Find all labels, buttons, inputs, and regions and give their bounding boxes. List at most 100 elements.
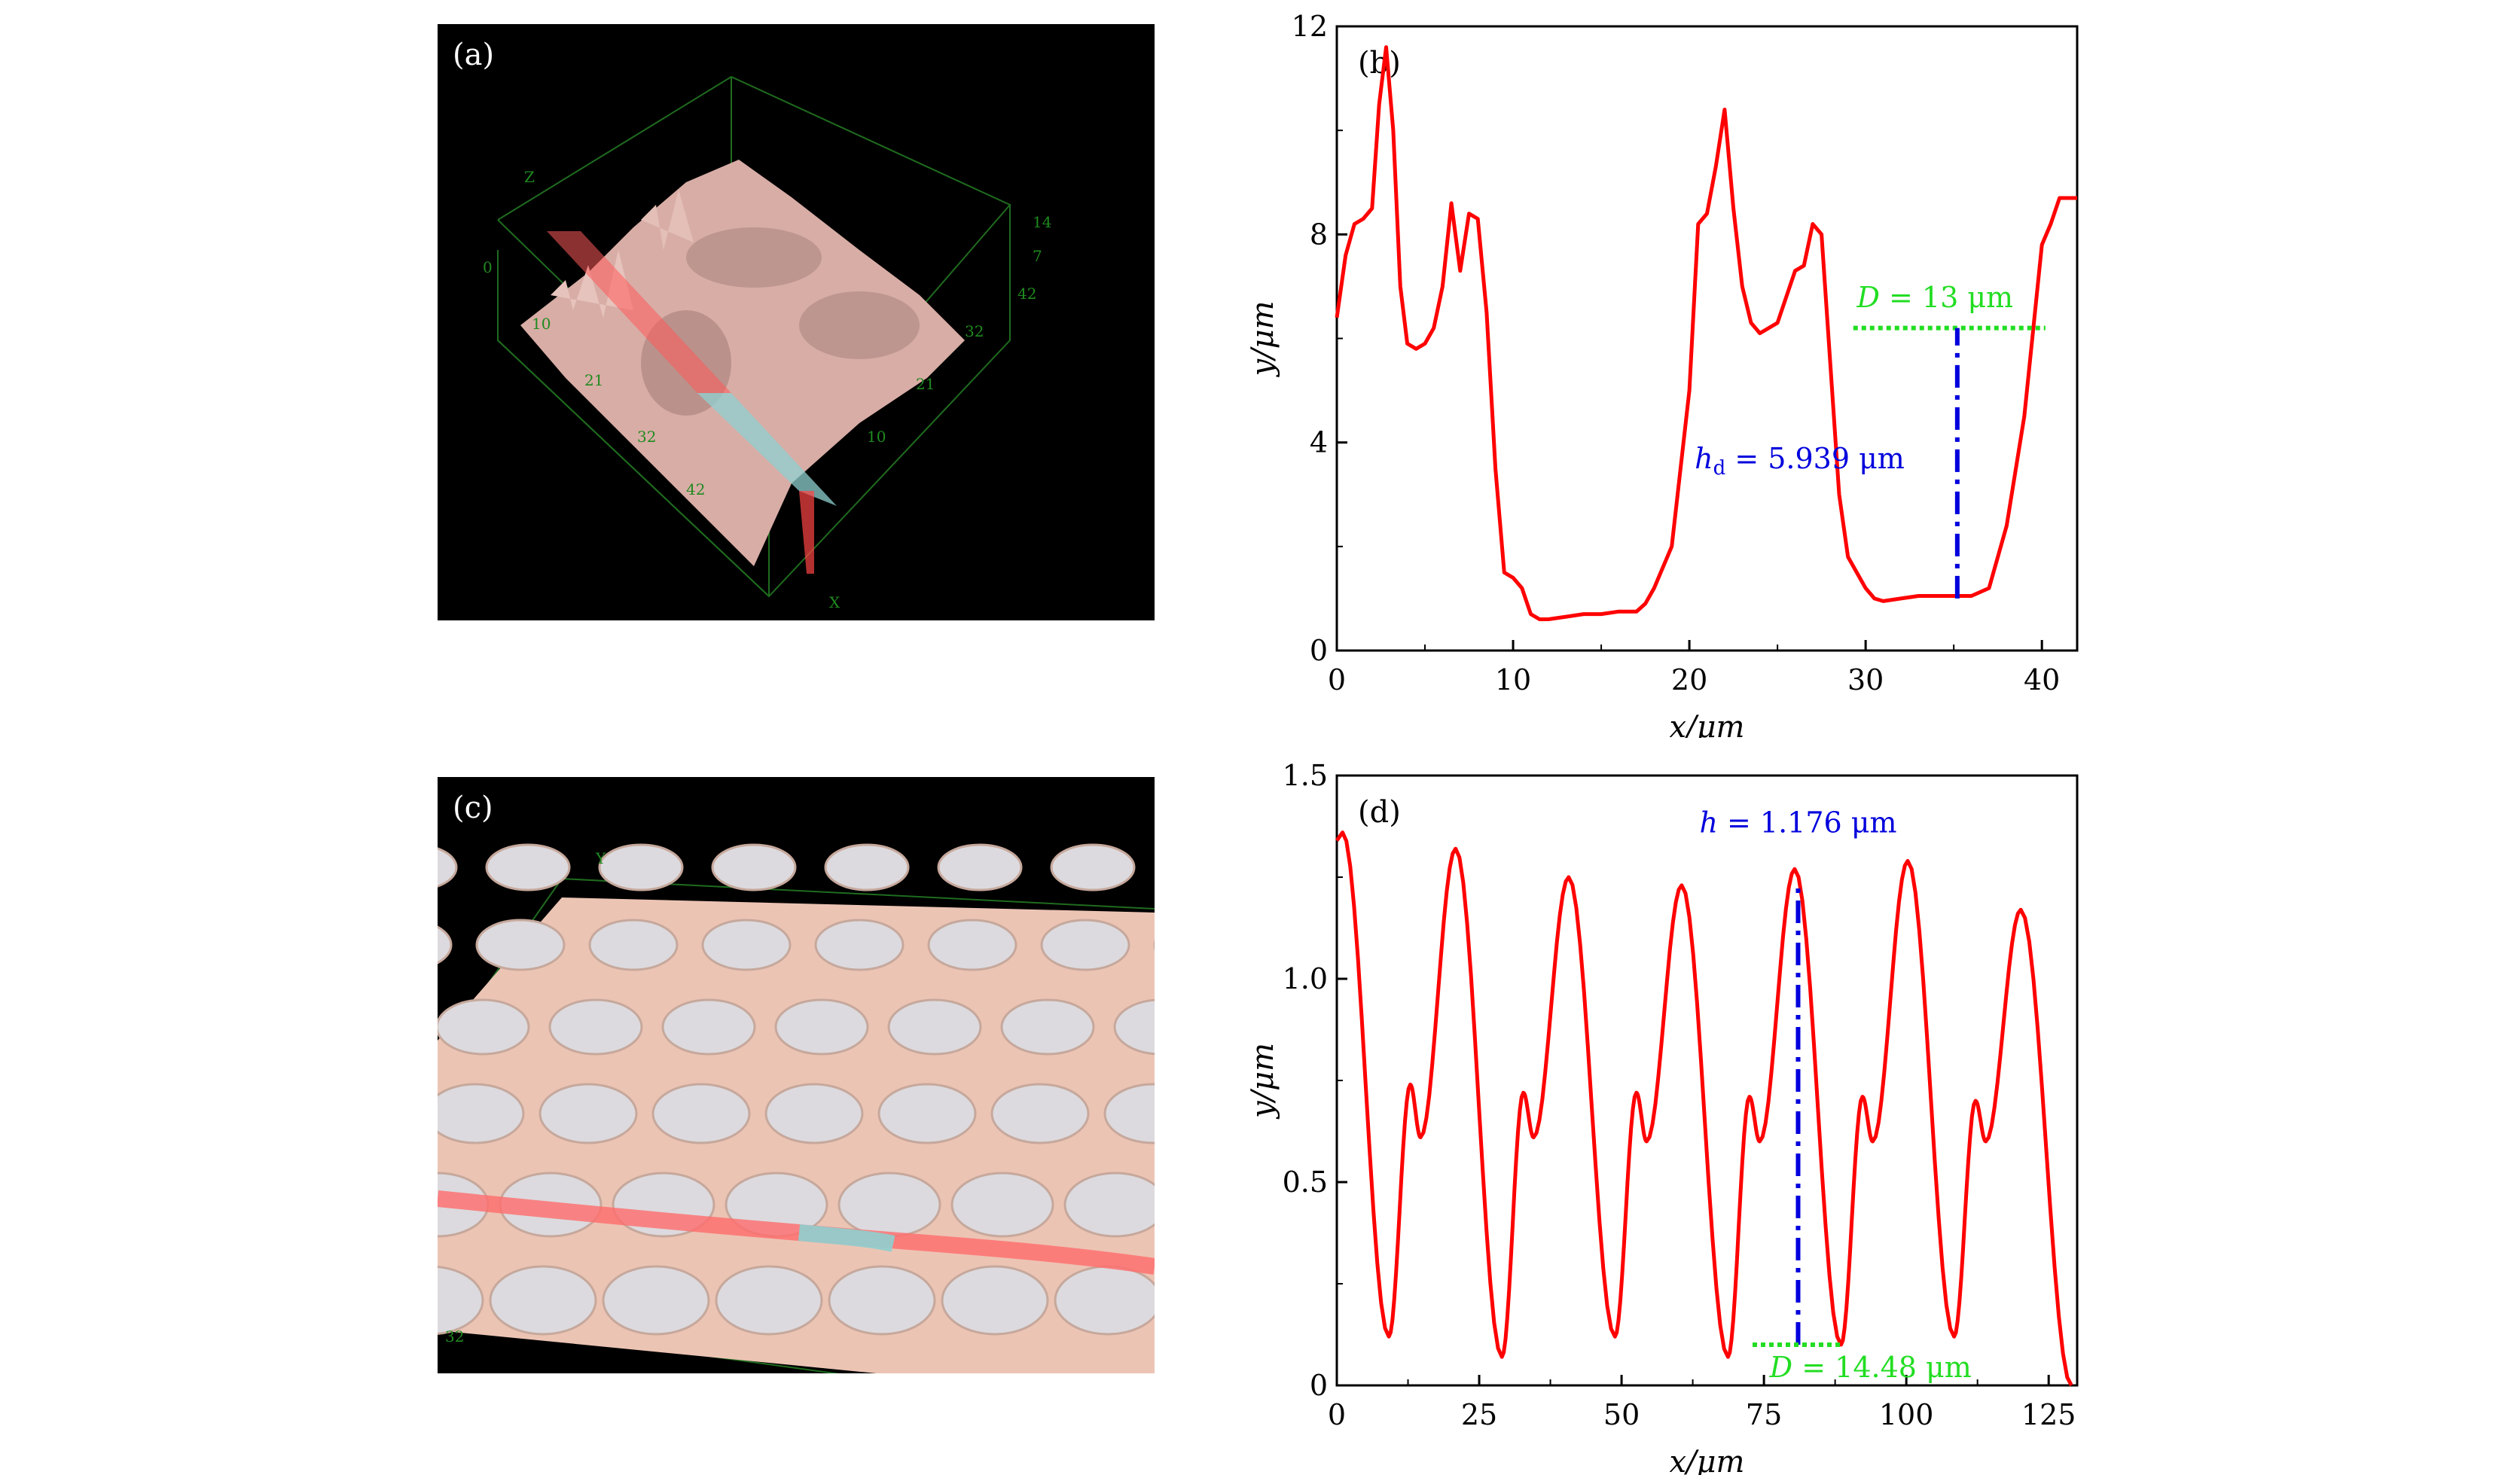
dimple [990,1083,1090,1144]
cut-highlight-c [798,1224,895,1252]
dimple [764,1083,864,1144]
annotation-label: D = 14.48 μm [1769,1351,1972,1384]
x-tick-label: 125 [2021,1398,2076,1431]
y-tick-label: 4 [1310,426,1328,459]
dimple [438,998,530,1056]
panel-label: (d) [1358,795,1401,830]
dimple [937,843,1023,891]
axis-letter-y: Y [595,849,606,867]
tick-label: 21 [584,371,603,389]
y-tick-label: 0.5 [1283,1166,1328,1199]
surface-a [520,160,965,566]
x-tick-label: 0 [1328,1398,1346,1431]
panel-c-3d-surface: 32 64 96 128 Y (c) [438,777,1155,1373]
dimple [538,1083,638,1144]
x-tick-label: 0 [1328,663,1346,696]
dimple [877,1083,977,1144]
tick-label: 32 [965,322,984,340]
data-line-profile [1335,830,2073,1387]
tick-label: 21 [916,375,935,393]
x-tick-label: 20 [1671,663,1707,696]
dimple [927,919,1017,971]
chart-d-svg: 0 25 50 75 100 125 0 0.5 1.0 1.5 x/μm y/μm (d) h = 1.… [1246,759,2079,1478]
dimple [711,843,797,891]
panel-label-a: (a) [453,38,495,72]
axis-letter-x: X [829,593,841,611]
dimple [588,919,679,971]
dimple [774,998,869,1056]
dimple [887,998,982,1056]
y-axis-label: y/μm [1250,1043,1280,1120]
y-tick-label: 12 [1292,10,1328,43]
data-line-profile [1335,45,2077,621]
dimple [1063,1172,1155,1238]
x-axis-label: x/μm [1670,710,1745,738]
y-tick-label: 0 [1310,634,1328,667]
plot-frame [1335,774,2079,1387]
dimple [602,1265,710,1336]
dimple [475,919,566,971]
y-tick-label: 1.5 [1283,759,1328,792]
dimple [438,1083,525,1144]
dimple [438,925,453,965]
tick-label: 42 [686,480,705,498]
dimple [701,919,792,971]
surface-render-c: 32 64 96 128 Y [438,843,1155,1373]
dimple [715,1265,823,1336]
dimple [824,843,910,891]
dimple [438,1265,484,1336]
dimple [1054,1265,1155,1336]
tick-label: 10 [532,315,551,333]
tick-label: 42 [1017,285,1036,303]
tick-label: 14 [1033,213,1051,231]
panel-label: (b) [1358,46,1401,81]
x-tick-label: 50 [1603,1398,1640,1431]
cut-plane-a [547,231,837,574]
y-tick-label: 0 [1310,1369,1328,1402]
dimple [1050,843,1136,891]
axis-letter-z: Z [524,168,535,186]
dimple [598,843,684,891]
tick-label: 32 [637,428,656,446]
dimple [1113,998,1155,1056]
tick-label: 7 [1033,247,1042,265]
dimple [950,1172,1054,1238]
dimple [661,998,756,1056]
dimple [438,847,458,888]
panel-a-3d-surface: 0 10 21 32 42 42 32 21 10 14 7 Z X (a) [438,24,1155,620]
x-tick-label: 30 [1847,663,1884,696]
dimple [1040,919,1130,971]
annotation-label: D = 13 μm [1856,281,2013,314]
axis-labels-c: 32 64 96 128 Y [445,849,606,1345]
annotation-label: h = 1.176 μm [1699,806,1896,840]
dimple [814,919,905,971]
x-tick-label: 75 [1746,1398,1782,1431]
tick-label: 10 [867,428,886,446]
dimple [837,1172,941,1238]
chart-d: 0 25 50 75 100 125 0 0.5 1.0 1.5 x/μm y/μm (d) h = 1.… [1246,753,2154,1478]
dimple [828,1265,936,1336]
tick-label: 0 [483,258,493,276]
dimple [1000,998,1095,1056]
x-axis-label: x/μm [1670,1445,1745,1475]
tick-label: 32 [445,1327,464,1345]
chart-b: 0 10 20 30 40 0 4 8 12 x/μm y/μm (b) D = 13 μm hd = 5… [1246,0,2154,745]
dimple-array-c [438,843,1155,1336]
x-tick-label: 100 [1879,1398,1934,1431]
axis-labels-a: 0 10 21 32 42 42 32 21 10 14 7 Z X [483,168,1051,611]
plot-frame [1335,25,2079,652]
chart-b-svg: 0 10 20 30 40 0 4 8 12 x/μm y/μm (b) D = 13 μm hd = 5… [1246,10,2079,745]
annotation-label: hd = 5.939 μm [1695,442,1905,480]
y-tick-label: 8 [1310,218,1328,251]
dimple [485,843,571,891]
x-tick-label: 10 [1495,663,1531,696]
surface-render-a: 0 10 21 32 42 42 32 21 10 14 7 Z X [483,75,1051,611]
y-axis-label: y/μm [1250,301,1280,378]
dimple [489,1265,597,1336]
dimple [1103,1083,1155,1144]
x-tick-label: 40 [2024,663,2060,696]
x-tick-label: 25 [1461,1398,1497,1431]
dimple [941,1265,1049,1336]
panel-label-c: (c) [453,791,493,825]
dimple [548,998,643,1056]
